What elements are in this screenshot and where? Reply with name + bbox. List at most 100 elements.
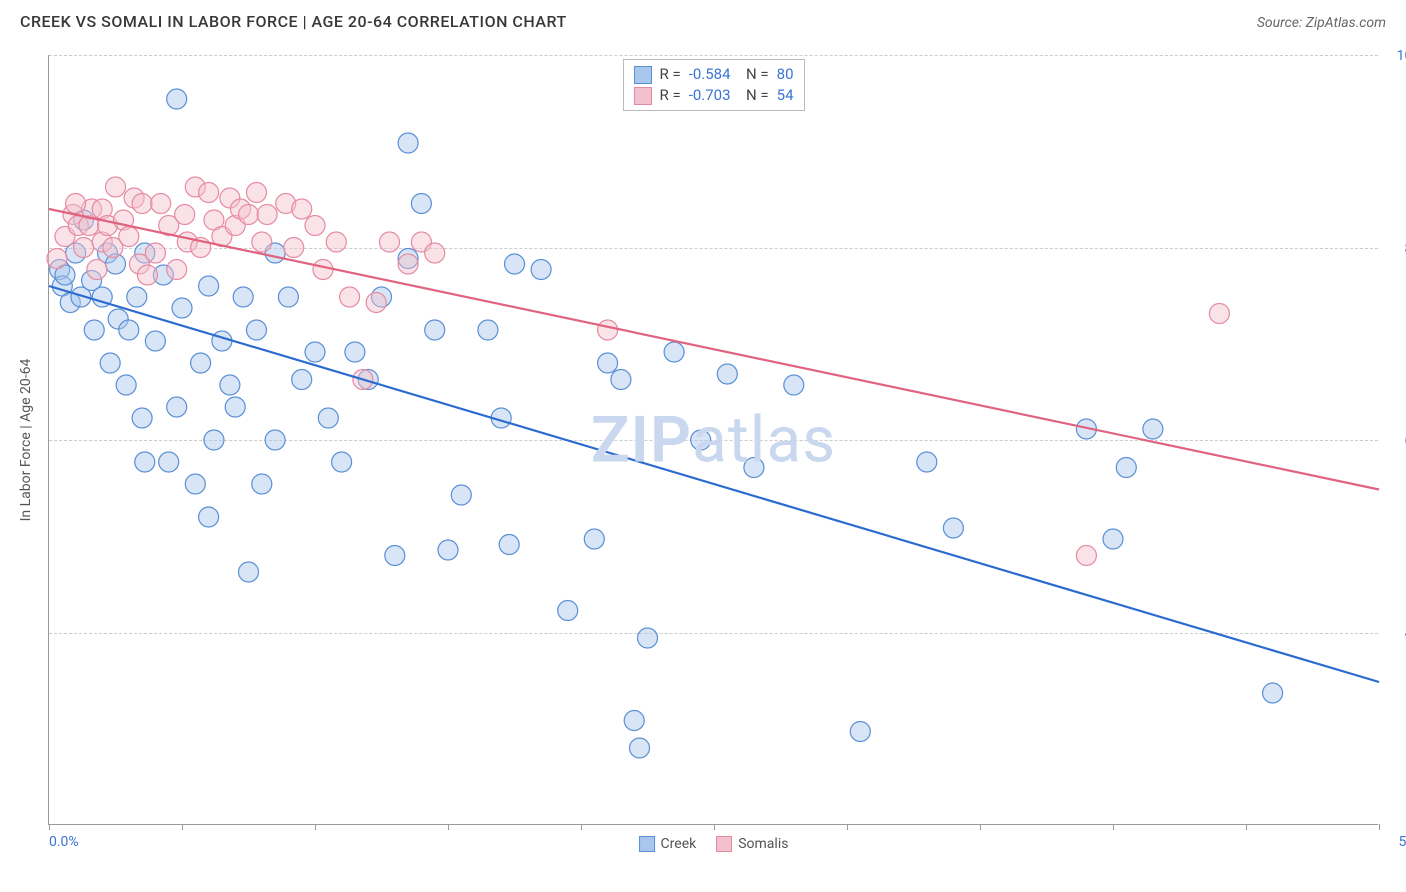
data-point (252, 232, 272, 252)
legend-r-value: -0.584 (689, 64, 731, 85)
data-point (239, 205, 259, 225)
trend-line (49, 209, 1379, 490)
data-point (611, 370, 631, 390)
data-point (505, 254, 525, 274)
series-legend-label: Creek (661, 836, 697, 852)
data-point (438, 540, 458, 560)
data-point (478, 320, 498, 340)
data-point (691, 430, 711, 450)
data-point (1116, 458, 1136, 478)
legend-r-value: -0.703 (689, 85, 731, 106)
legend-n-label: N = (739, 85, 769, 106)
data-point (84, 320, 104, 340)
data-point (100, 353, 120, 373)
chart-source: Source: ZipAtlas.com (1257, 15, 1386, 31)
data-point (411, 194, 431, 214)
data-point (132, 408, 152, 428)
data-point (167, 260, 187, 280)
data-point (379, 232, 399, 252)
data-point (292, 370, 312, 390)
legend-row: R = -0.584 N = 80 (633, 64, 793, 85)
legend-r-label: R = (659, 64, 680, 85)
data-point (159, 452, 179, 472)
data-point (398, 254, 418, 274)
data-point (185, 474, 205, 494)
data-point (1103, 529, 1123, 549)
data-point (638, 628, 658, 648)
data-point (499, 535, 519, 555)
series-legend-label: Somalis (738, 836, 788, 852)
y-tick-label: 100.0% (1397, 48, 1406, 64)
x-tick (1113, 824, 1114, 830)
data-point (116, 375, 136, 395)
series-legend-item: Somalis (716, 836, 788, 852)
data-point (47, 249, 67, 269)
data-point (145, 243, 165, 263)
data-point (151, 194, 171, 214)
legend-r-label: R = (659, 85, 680, 106)
chart-title: CREEK VS SOMALI IN LABOR FORCE | AGE 20-… (20, 12, 567, 31)
data-point (212, 331, 232, 351)
correlation-legend: R = -0.584 N = 80R = -0.703 N = 54 (622, 59, 804, 111)
data-point (225, 397, 245, 417)
series-legend: Creek Somalis (639, 836, 789, 852)
data-point (385, 546, 405, 566)
legend-swatch (633, 66, 651, 84)
x-tick (847, 824, 848, 830)
data-point (340, 287, 360, 307)
data-point (119, 227, 139, 247)
data-point (630, 738, 650, 758)
data-point (252, 474, 272, 494)
data-point (246, 183, 266, 203)
trend-line (49, 286, 1379, 682)
data-point (318, 408, 338, 428)
data-point (345, 342, 365, 362)
data-point (1263, 683, 1283, 703)
data-point (106, 177, 126, 197)
legend-swatch (639, 836, 655, 852)
data-point (204, 430, 224, 450)
data-point (145, 331, 165, 351)
data-point (744, 458, 764, 478)
data-point (531, 260, 551, 280)
data-point (220, 375, 240, 395)
data-point (132, 194, 152, 214)
data-point (664, 342, 684, 362)
data-point (284, 238, 304, 258)
data-point (239, 562, 259, 582)
data-point (425, 320, 445, 340)
data-point (425, 243, 445, 263)
data-point (199, 276, 219, 296)
data-point (943, 518, 963, 538)
data-point (598, 320, 618, 340)
data-point (305, 342, 325, 362)
x-tick (448, 824, 449, 830)
data-point (87, 260, 107, 280)
data-point (366, 293, 386, 313)
legend-n-value: 80 (777, 64, 794, 85)
x-tick (980, 824, 981, 830)
data-point (1209, 304, 1229, 324)
data-point (278, 287, 298, 307)
x-tick (1246, 824, 1247, 830)
y-axis-title: In Labor Force | Age 20-64 (18, 359, 34, 522)
data-point (558, 601, 578, 621)
x-axis-min-label: 0.0% (49, 834, 79, 850)
x-tick (182, 824, 183, 830)
data-point (624, 711, 644, 731)
chart-header: CREEK VS SOMALI IN LABOR FORCE | AGE 20-… (0, 0, 1406, 39)
series-legend-item: Creek (639, 836, 697, 852)
data-point (1076, 546, 1096, 566)
legend-swatch (716, 836, 732, 852)
data-point (451, 485, 471, 505)
data-point (332, 452, 352, 472)
data-point (246, 320, 266, 340)
data-point (326, 232, 346, 252)
data-point (172, 298, 192, 318)
scatter-svg (49, 55, 1378, 824)
x-tick (714, 824, 715, 830)
x-tick (49, 824, 50, 830)
data-point (199, 507, 219, 527)
data-point (137, 265, 157, 285)
data-point (66, 194, 86, 214)
